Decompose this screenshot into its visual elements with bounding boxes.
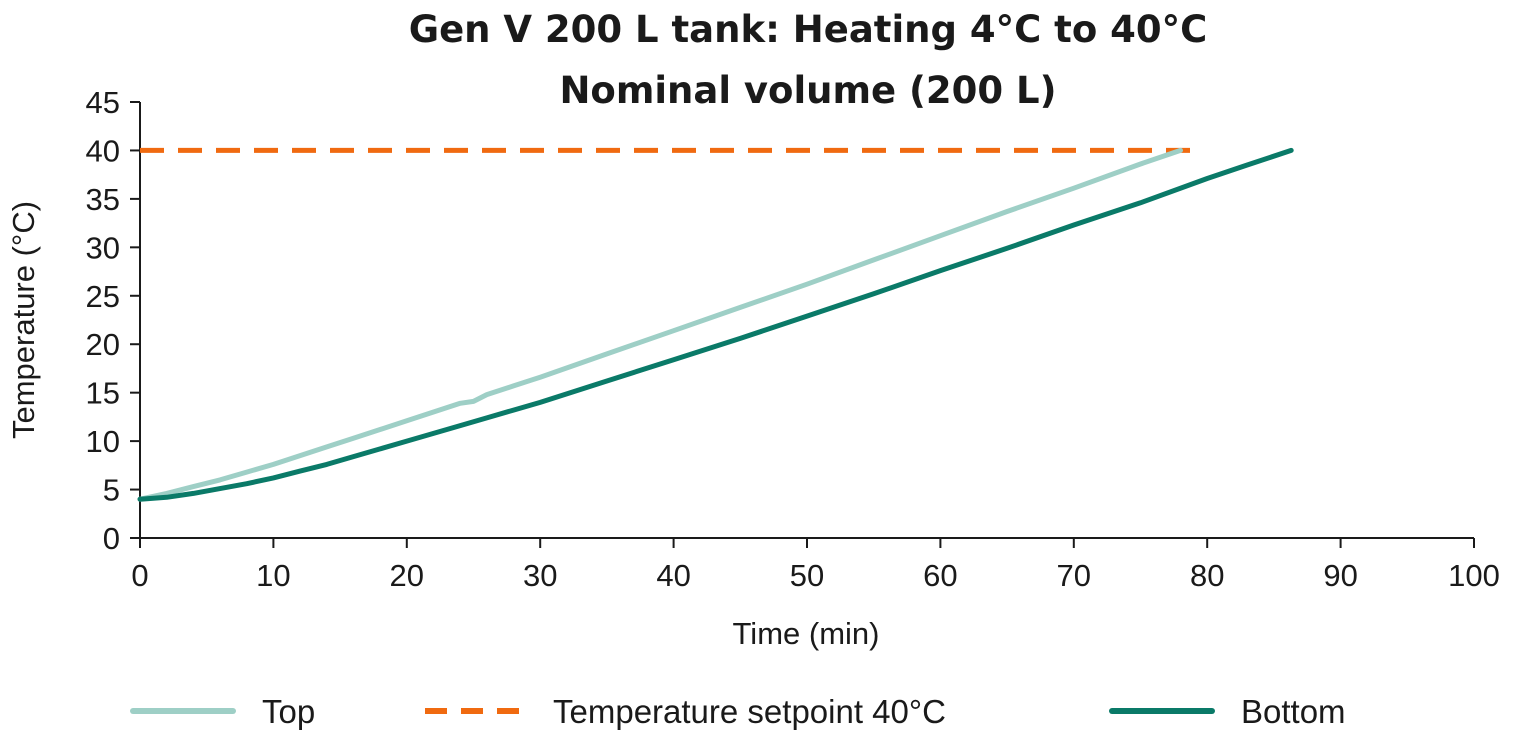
y-tick-label: 30 (86, 230, 120, 265)
legend: Top Temperature setpoint 40°C Bottom (130, 693, 1346, 730)
legend-label: Bottom (1241, 693, 1346, 730)
y-axis-label: Temperature (°C) (6, 201, 41, 439)
series-line-bottom (137, 147, 1294, 502)
x-tick-label: 100 (1448, 558, 1500, 593)
y-tick-label: 0 (103, 521, 120, 556)
series-line-top (137, 147, 1183, 502)
y-tick-label: 10 (86, 424, 120, 459)
x-tick-label: 50 (790, 558, 824, 593)
series-layer (137, 147, 1294, 502)
y-tick-label: 40 (86, 133, 120, 168)
x-axis-ticks: 0 10 20 30 40 50 60 70 80 90 100 (131, 538, 1500, 593)
y-axis-ticks: 0 5 10 15 20 25 30 35 40 45 (86, 85, 140, 556)
x-tick-label: 80 (1190, 558, 1224, 593)
x-tick-label: 70 (1057, 558, 1091, 593)
y-tick-label: 45 (86, 85, 120, 120)
y-tick-label: 25 (86, 279, 120, 314)
chart-subtitle: Nominal volume (200 L) (559, 69, 1056, 112)
y-tick-label: 20 (86, 327, 120, 362)
x-axis-label: Time (min) (733, 616, 880, 651)
legend-item-top: Top (130, 693, 315, 730)
x-tick-label: 40 (656, 558, 690, 593)
x-tick-label: 10 (256, 558, 290, 593)
legend-item-temperature-setpoint-40-c: Temperature setpoint 40°C (425, 693, 946, 730)
legend-label: Temperature setpoint 40°C (553, 693, 946, 730)
x-tick-label: 90 (1323, 558, 1357, 593)
legend-item-bottom: Bottom (1109, 693, 1346, 730)
x-tick-label: 30 (523, 558, 557, 593)
x-tick-label: 60 (923, 558, 957, 593)
legend-label: Top (262, 693, 315, 730)
x-tick-label: 0 (131, 558, 148, 593)
x-tick-label: 20 (390, 558, 424, 593)
y-tick-label: 35 (86, 182, 120, 217)
y-tick-label: 5 (103, 473, 120, 508)
chart-title: Gen V 200 L tank: Heating 4°C to 40°C (409, 8, 1208, 51)
y-tick-label: 15 (86, 376, 120, 411)
